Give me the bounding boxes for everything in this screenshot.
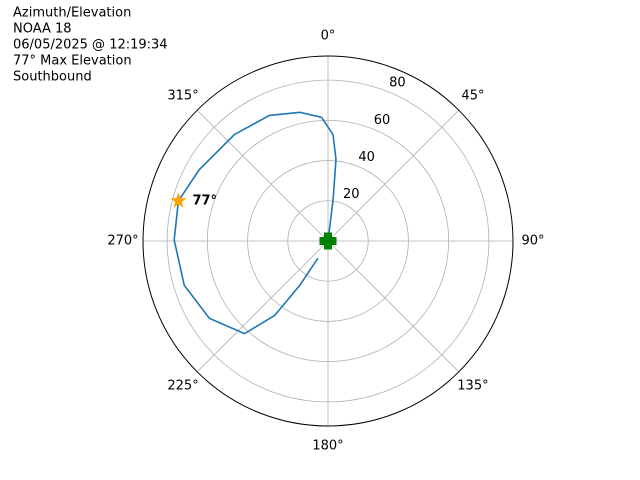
angle-grid-line xyxy=(196,109,329,242)
angle-grid-line xyxy=(327,240,460,373)
radial-grid-circle xyxy=(206,119,450,363)
title-line: Azimuth/Elevation xyxy=(13,6,131,21)
angle-tick-label: 45° xyxy=(461,89,484,104)
radial-tick-label: 60 xyxy=(374,113,391,128)
radial-grid-circle xyxy=(287,200,369,282)
angle-tick-label: 180° xyxy=(312,439,343,454)
max-marker xyxy=(170,192,187,208)
max-label: 77° xyxy=(192,193,217,208)
radial-grid-circle xyxy=(247,160,409,322)
start-marker xyxy=(319,232,337,250)
track-line xyxy=(173,111,337,335)
outer-frame xyxy=(142,55,514,427)
title-line: 77° Max Elevation xyxy=(13,54,132,69)
angle-tick-label: 90° xyxy=(521,234,544,249)
title-line: NOAA 18 xyxy=(13,22,72,37)
angle-tick-label: 135° xyxy=(457,378,488,393)
radial-tick-label: 20 xyxy=(343,187,360,202)
angle-tick-label: 270° xyxy=(107,234,138,249)
angle-tick-label: 0° xyxy=(321,29,336,44)
angle-tick-label: 225° xyxy=(167,378,198,393)
radial-grid-circle xyxy=(166,79,490,403)
angle-grid-line xyxy=(327,109,460,242)
angle-tick-label: 315° xyxy=(167,89,198,104)
title-line: Southbound xyxy=(13,70,92,85)
radial-tick-label: 80 xyxy=(389,76,406,91)
angle-grid-line xyxy=(196,240,329,373)
radial-tick-label: 40 xyxy=(358,150,375,165)
title-line: 06/05/2025 @ 12:19:34 xyxy=(13,38,168,53)
